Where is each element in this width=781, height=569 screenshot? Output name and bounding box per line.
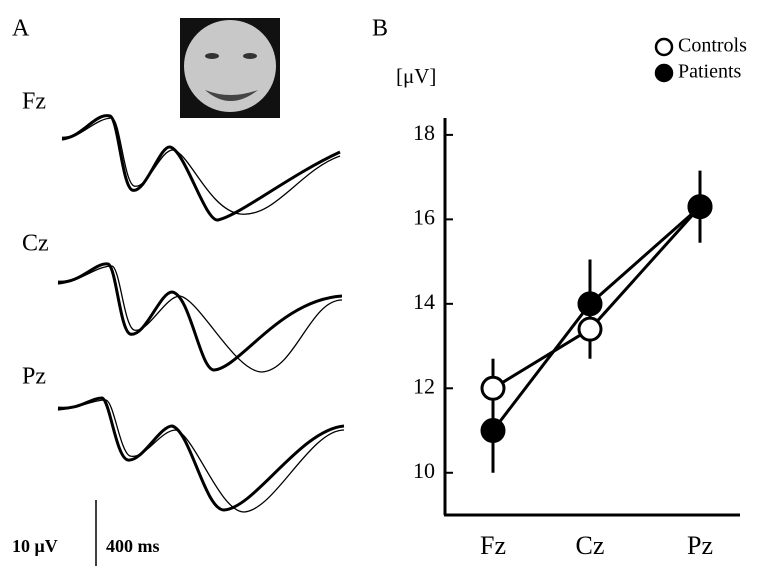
waveform-thick	[61, 114, 341, 222]
waveforms	[57, 114, 345, 513]
x-tick-label: Fz	[480, 531, 506, 560]
waveform-thin	[57, 399, 345, 513]
face-eye	[205, 53, 219, 59]
y-tick-label: 16	[413, 204, 435, 229]
marker	[577, 291, 603, 317]
waveform-thin	[57, 265, 343, 373]
scale-label: 10 μV	[12, 536, 58, 556]
legend-marker	[654, 63, 674, 83]
legend-marker	[654, 37, 674, 57]
marker	[480, 418, 506, 444]
scale-label: 400 ms	[106, 536, 160, 556]
face-eye	[243, 53, 257, 59]
face-photo-circle	[184, 20, 276, 112]
marker	[577, 316, 603, 342]
y-tick-label: 14	[413, 289, 435, 314]
trace-label: Fz	[22, 89, 46, 115]
x-tick-label: Pz	[687, 531, 713, 560]
waveform-thin	[61, 117, 341, 215]
y-tick-label: 12	[413, 373, 435, 398]
panel-label: A	[12, 16, 30, 42]
waveform-thick	[57, 262, 343, 372]
trace-label: Cz	[22, 231, 49, 257]
legend-label: Controls	[678, 35, 747, 57]
face-mouth	[205, 90, 258, 101]
trace-label: Pz	[22, 364, 46, 390]
y-tick-label: 10	[413, 458, 435, 483]
x-tick-label: Cz	[576, 531, 605, 560]
waveform-thick	[57, 396, 345, 512]
y-tick-label: 18	[413, 120, 435, 145]
marker	[480, 375, 506, 401]
marker	[687, 194, 713, 220]
y-axis-label: [μV]	[396, 64, 436, 88]
panel-label: B	[372, 16, 388, 42]
legend-label: Patients	[678, 61, 742, 83]
